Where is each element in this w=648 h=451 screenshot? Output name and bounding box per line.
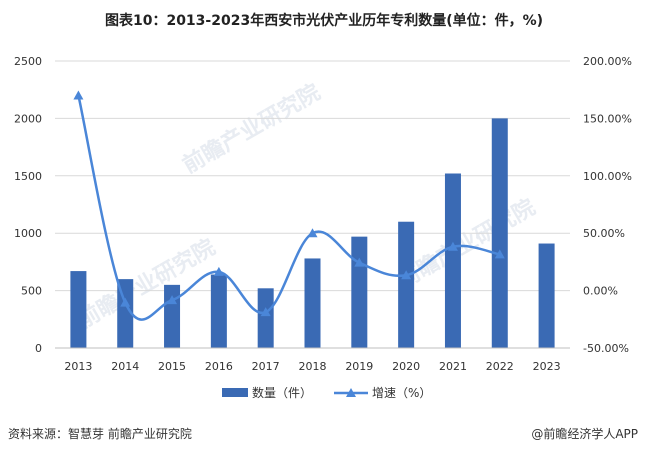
line-marker [354, 257, 365, 267]
x-tick-label: 2014 [111, 360, 139, 373]
x-tick-label: 2022 [486, 360, 514, 373]
x-tick-label: 2018 [299, 360, 327, 373]
y-right-tick-label: 0.00% [583, 285, 618, 298]
y-left-tick-label: 2500 [14, 55, 42, 68]
y-left-tick-label: 0 [35, 342, 42, 355]
line-marker [213, 266, 224, 276]
y-right-tick-label: 200.00% [583, 55, 632, 68]
watermark-text: 前瞻产业研究院 [393, 194, 539, 294]
bar [444, 173, 461, 348]
y-right-tick-label: 150.00% [583, 112, 632, 125]
bar [117, 279, 134, 348]
x-tick-label: 2019 [345, 360, 373, 373]
footer: 资料来源：智慧芽 前瞻产业研究院 @前瞻经济学人APP [0, 423, 648, 451]
bar [257, 288, 274, 348]
bars [70, 118, 555, 349]
y-axis-right: -50.00% 0.00% 50.00% 100.00% 150.00% 200.00% [583, 55, 632, 355]
x-tick-label: 2023 [533, 360, 561, 373]
y-left-tick-label: 1000 [14, 227, 42, 240]
line-marker [401, 270, 412, 280]
bar [304, 258, 321, 348]
bar [398, 221, 415, 348]
y-right-tick-label: 50.00% [583, 227, 625, 240]
x-tick-label: 2017 [252, 360, 280, 373]
legend-bar-label: 数量（件） [252, 385, 312, 400]
x-tick-label: 2015 [158, 360, 186, 373]
line-marker [260, 307, 271, 317]
y-right-tick-label: -50.00% [583, 342, 629, 355]
watermark-text: 前瞻产业研究院 [178, 79, 324, 179]
bar [70, 271, 87, 348]
y-right-tick-label: 100.00% [583, 170, 632, 183]
y-axis-left: 0 500 1000 1500 2000 2500 [14, 55, 42, 355]
line-marker [73, 90, 84, 100]
legend-line-label: 增速（%） [372, 386, 431, 400]
line-marker [494, 249, 505, 259]
legend: 数量（件） 增速（%） [222, 385, 431, 400]
bar [491, 118, 508, 349]
x-tick-label: 2016 [205, 360, 233, 373]
x-tick-label: 2013 [64, 360, 92, 373]
line-marker [447, 241, 458, 251]
legend-bar-swatch [222, 388, 248, 397]
x-axis: 2013 2014 2015 2016 2017 2018 2019 2020 2021 2022… [55, 347, 570, 373]
x-tick-label: 2021 [439, 360, 467, 373]
line-marker [120, 297, 131, 307]
growth-line [73, 90, 505, 321]
y-left-tick-label: 1500 [14, 170, 42, 183]
y-left-tick-label: 2000 [14, 112, 42, 125]
bar [164, 284, 181, 348]
legend-line-marker [346, 388, 356, 397]
line-marker [307, 228, 318, 238]
bar [210, 274, 227, 348]
source-note: 资料来源：智慧芽 前瞻产业研究院 [8, 427, 192, 441]
brand-label: @前瞻经济学人APP [531, 427, 638, 441]
chart-title: 图表10：2013-2023年西安市光伏产业历年专利数量(单位：件，%) [104, 13, 544, 29]
bar [351, 236, 368, 348]
x-tick-label: 2020 [392, 360, 420, 373]
y-left-tick-label: 500 [21, 285, 42, 298]
bar [538, 243, 555, 348]
line-marker [167, 295, 178, 305]
